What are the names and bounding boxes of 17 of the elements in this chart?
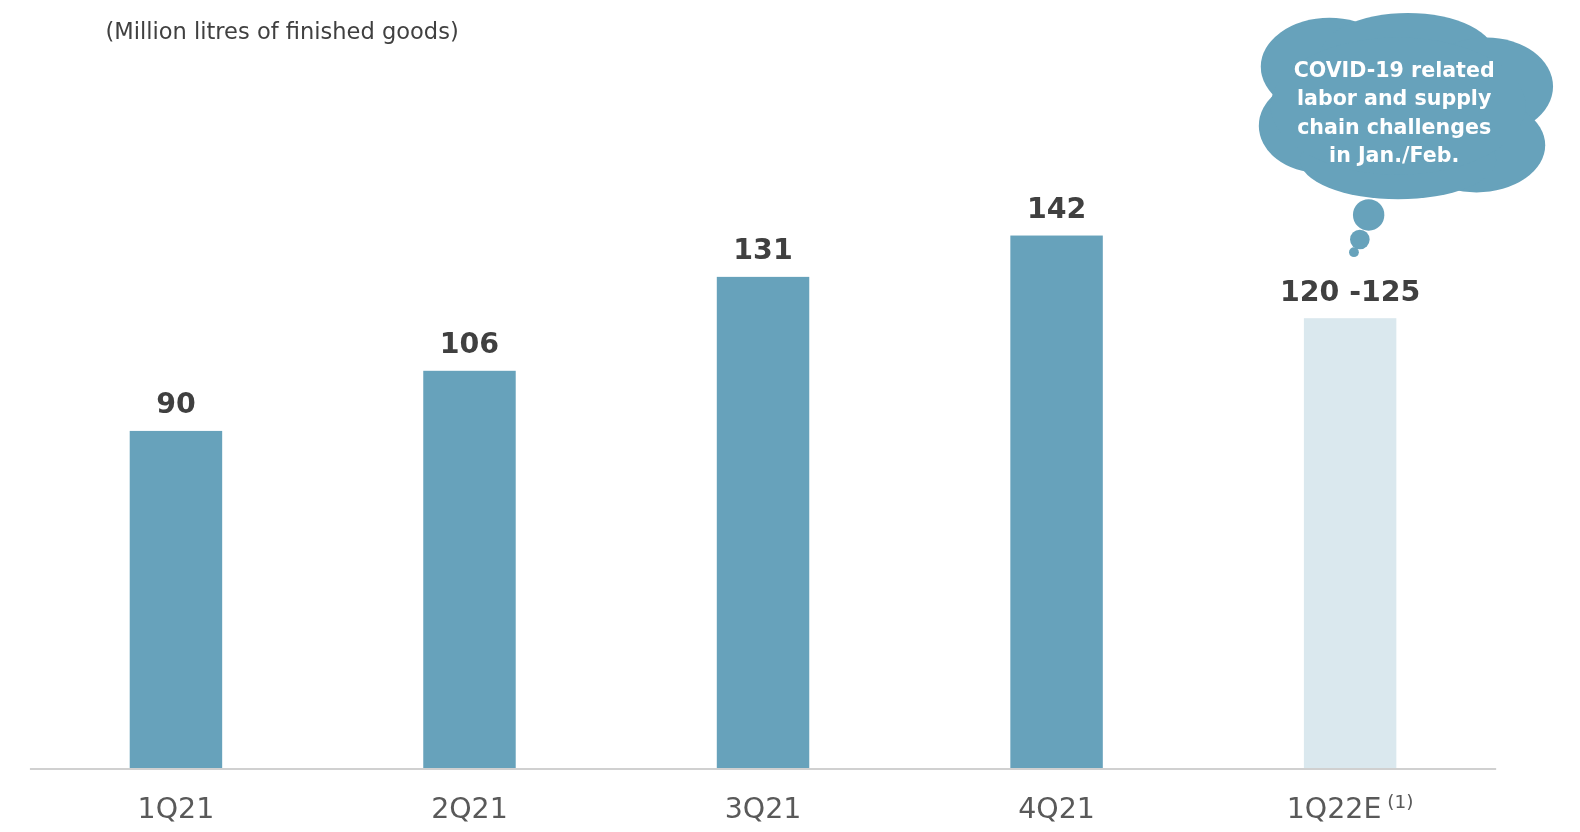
bar	[423, 370, 516, 770]
x-tick-label: 1Q22E$^{(1)}$	[1286, 790, 1414, 826]
x-tick-label: 4Q21	[1018, 792, 1095, 826]
x-tick-label: 1Q21	[137, 792, 215, 826]
x-tick-label: 2Q21	[431, 792, 508, 826]
bar	[1303, 318, 1397, 770]
chart-subtitle: (Million litres of finished goods)	[105, 18, 459, 45]
bar	[1010, 235, 1103, 770]
data-label: 120 -125	[1279, 274, 1421, 308]
data-label: 131	[733, 233, 793, 267]
x-tick-label: 3Q21	[724, 792, 802, 826]
data-label: 90	[156, 387, 196, 421]
bar	[716, 276, 810, 770]
data-label: 142	[1026, 191, 1087, 225]
text: COVID-19 related labor and supply chain challenges in Jan./Feb.	[1293, 57, 1495, 167]
data-label: 106	[439, 327, 500, 361]
bar	[129, 430, 223, 770]
